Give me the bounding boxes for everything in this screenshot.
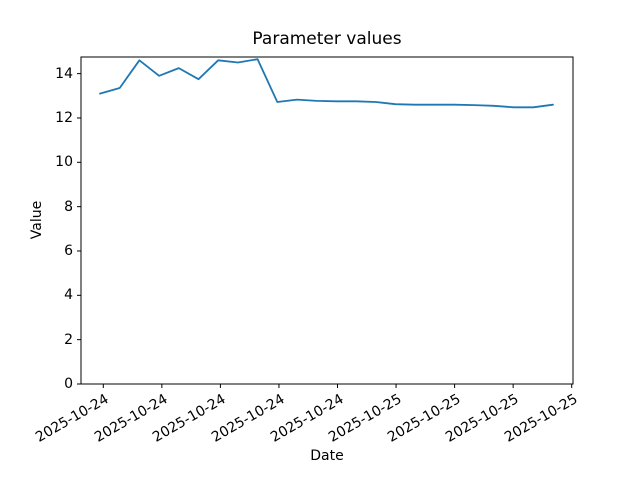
chart-title: Parameter values [252,29,402,49]
y-tick-label: 0 [64,376,73,392]
y-tick-label: 6 [64,242,73,259]
y-tick-label: 10 [55,154,73,171]
y-tick-label: 14 [55,65,73,82]
y-tick-label: 2 [64,331,73,348]
data-line-series [99,58,554,109]
y-tick-label: 8 [64,198,73,215]
plot-box-spines [80,56,574,385]
y-tick-label: 4 [64,287,73,304]
y-tick-label: 12 [55,109,73,126]
x-axis-label: Date [310,448,344,464]
y-axis-label: Value [29,200,45,240]
